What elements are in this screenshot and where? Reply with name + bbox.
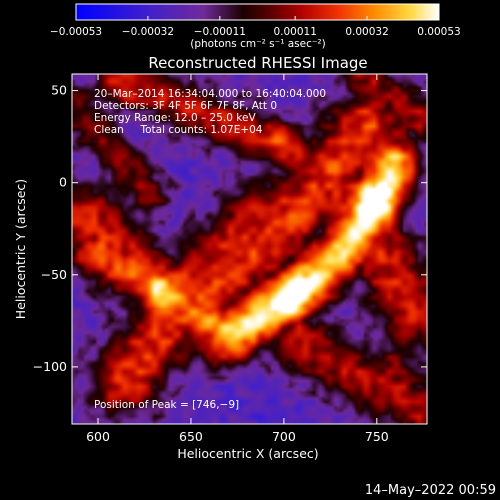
colorbar: −0.00053 −0.00032 −0.00011 0.00011 0.00032 0.… <box>50 3 461 50</box>
colorbar-units-label: (photons cm⁻² s⁻¹ asec⁻²) <box>190 38 325 50</box>
annotation-time-range: 20–Mar–2014 16:34:04.000 to 16:40:04.000 <box>94 88 326 100</box>
colorbar-tick-label: 0.00032 <box>345 26 388 38</box>
x-tick-label: 700 <box>272 429 296 444</box>
colorbar-ticks: −0.00053 −0.00032 −0.00011 0.00011 0.00032 0.… <box>50 16 461 38</box>
colorbar-tick-label: −0.00032 <box>122 26 174 38</box>
y-tick-label: −100 <box>33 359 67 374</box>
x-axis: 600 650 700 750 <box>86 74 389 444</box>
chart-title: Reconstructed RHESSI Image <box>148 54 367 72</box>
x-axis-label: Heliocentric X (arcsec) <box>177 446 318 461</box>
y-axis: 50 0 −50 −100 <box>33 83 427 374</box>
colorbar-tick-label: 0.00011 <box>273 26 316 38</box>
colorbar-gradient <box>75 3 440 21</box>
annotation-method-counts: Clean Total counts: 1.07E+04 <box>94 124 263 136</box>
footer-timestamp: 14–May–2022 00:59 <box>365 483 496 498</box>
x-tick-label: 600 <box>86 429 110 444</box>
colorbar-tick-label: 0.00053 <box>417 26 460 38</box>
x-tick-label: 750 <box>365 429 389 444</box>
y-tick-label: 0 <box>59 175 67 190</box>
colorbar-tick-label: −0.00011 <box>194 26 246 38</box>
x-tick-label: 650 <box>179 429 203 444</box>
plot-frame <box>71 73 428 425</box>
colorbar-tick-label: −0.00053 <box>50 26 102 38</box>
annotations: 20–Mar–2014 16:34:04.000 to 16:40:04.000… <box>94 88 326 411</box>
y-tick-label: −50 <box>41 267 67 282</box>
annotation-energy-range: Energy Range: 12.0 – 25.0 keV <box>94 112 256 124</box>
annotation-detectors: Detectors: 3F 4F 5F 6F 7F 8F, Att 0 <box>94 100 277 112</box>
y-axis-label: Heliocentric Y (arcsec) <box>13 179 28 319</box>
heatmap-image <box>72 74 427 424</box>
annotation-peak-position: Position of Peak = [746,−9] <box>94 399 239 411</box>
y-tick-label: 50 <box>51 83 67 98</box>
